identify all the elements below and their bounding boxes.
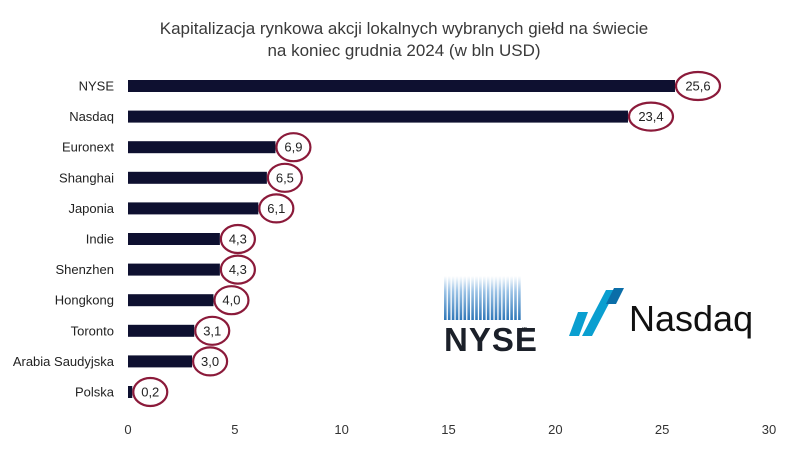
chart-title-line-2: na koniec grudnia 2024 (w bln USD) <box>267 41 540 60</box>
value-label: 4,3 <box>229 262 247 277</box>
nyse-column-stripe <box>510 276 513 320</box>
bar-euronext <box>128 141 276 154</box>
category-label: Polska <box>75 385 115 400</box>
value-label: 4,3 <box>229 232 247 247</box>
value-label-circle <box>194 315 231 346</box>
value-label: 4,0 <box>222 293 240 308</box>
bar-toronto <box>128 324 195 337</box>
chart-title-line-1: Kapitalizacja rynkowa akcji lokalnych wy… <box>160 19 649 38</box>
nyse-column-stripe <box>494 276 498 320</box>
value-label: 23,4 <box>638 109 663 124</box>
x-tick-label: 15 <box>441 422 455 437</box>
nyse-column-stripe <box>506 276 509 320</box>
x-tick-label: 25 <box>655 422 669 437</box>
value-label-circle <box>275 132 312 163</box>
value-label: 6,1 <box>267 201 285 216</box>
value-label-circle <box>213 285 250 316</box>
value-label: 25,6 <box>685 79 710 94</box>
bar-japonia <box>128 202 259 215</box>
nasdaq-logo-text: Nasdaq <box>629 298 753 339</box>
bar-shanghai <box>128 171 267 184</box>
x-tick-label: 10 <box>334 422 348 437</box>
category-label: Shenzhen <box>55 262 114 277</box>
bars-group <box>128 80 675 398</box>
value-label: 6,5 <box>276 170 294 185</box>
bar-indie <box>128 233 220 245</box>
chart-title: Kapitalizacja rynkowa akcji lokalnych wy… <box>160 19 649 60</box>
value-label-circle <box>258 193 295 224</box>
nyse-column-stripe <box>490 276 494 320</box>
value-labels: 25,6 23,4 6,9 6,5 6,1 4,3 4,3 4,03,1 3,0 0,2 <box>132 70 722 408</box>
value-label-circle <box>266 162 303 193</box>
nyse-logo-text: NYSE <box>444 321 538 358</box>
value-label-circle <box>219 254 256 285</box>
x-axis-ticks: 0 5 10 15 20 25 30 <box>124 422 776 437</box>
value-label: 3,0 <box>201 354 219 369</box>
x-tick-label: 20 <box>548 422 562 437</box>
nasdaq-mark-icon <box>569 288 624 336</box>
category-label: Hongkong <box>55 293 114 308</box>
nyse-column-stripe <box>467 276 470 320</box>
value-label-circle <box>674 70 722 102</box>
nyse-column-stripe <box>444 276 447 320</box>
nyse-column-stripe <box>459 276 463 320</box>
value-label-circle <box>132 376 169 408</box>
category-label: Arabia Saudyjska <box>13 354 115 369</box>
nyse-logo: NYSE ™ <box>444 276 538 358</box>
bar-hongkong <box>128 294 214 307</box>
category-label: Japonia <box>68 201 114 216</box>
nyse-column-stripe <box>463 276 467 320</box>
x-tick-label: 5 <box>231 422 238 437</box>
value-label: 3,1 <box>203 323 221 338</box>
category-label: Nasdaq <box>69 109 114 124</box>
value-label-circle <box>219 223 256 255</box>
value-label-circle <box>627 101 675 132</box>
category-label: Toronto <box>71 323 114 338</box>
nyse-column-stripe <box>479 276 482 320</box>
value-label: 6,9 <box>284 140 302 155</box>
bar-nyse <box>128 80 675 92</box>
nyse-column-stripe <box>486 276 490 320</box>
x-tick-label: 0 <box>124 422 131 437</box>
x-tick-label: 30 <box>762 422 776 437</box>
value-label-circle <box>192 346 229 377</box>
bar-shenzhen <box>128 263 220 276</box>
nyse-column-stripe <box>483 276 486 320</box>
nyse-column-stripe <box>447 276 451 320</box>
category-label: Euronext <box>62 140 114 155</box>
nyse-column-stripe <box>514 276 517 320</box>
category-label: Shanghai <box>59 170 114 185</box>
nyse-column-stripe <box>498 276 502 320</box>
nyse-column-stripe <box>451 276 455 320</box>
nyse-column-stripe <box>518 276 521 320</box>
nyse-column-stripe <box>455 276 459 320</box>
bar-arabia-saudyjska <box>128 355 193 368</box>
bar-polska <box>128 386 133 398</box>
nyse-column-stripe <box>475 276 478 320</box>
category-label: NYSE <box>79 79 115 94</box>
nyse-column-stripe <box>502 276 506 320</box>
value-label: 0,2 <box>141 385 159 400</box>
nyse-trademark: ™ <box>521 326 528 334</box>
category-label: Indie <box>86 232 114 247</box>
category-labels: NYSE Nasdaq Euronext Shanghai Japonia Indie Sh… <box>13 79 115 400</box>
nyse-columns-mark <box>444 276 521 320</box>
bar-nasdaq <box>128 110 628 123</box>
nyse-column-stripe <box>471 276 474 320</box>
nasdaq-logo: Nasdaq <box>569 288 753 339</box>
